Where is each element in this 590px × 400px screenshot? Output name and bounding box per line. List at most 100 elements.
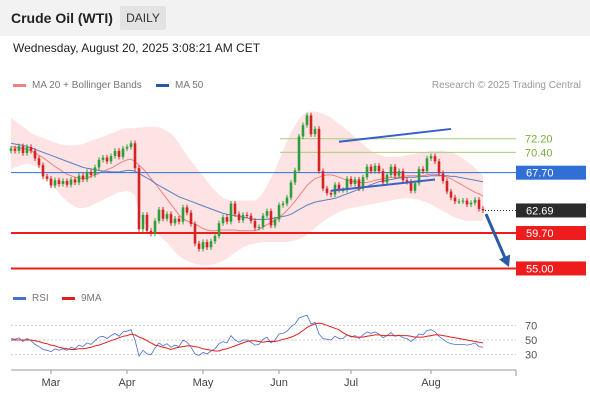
candle bbox=[41, 162, 45, 180]
level-label-55.00: 55.00 bbox=[526, 263, 554, 275]
candle bbox=[97, 157, 101, 171]
candle bbox=[233, 200, 237, 217]
candle bbox=[385, 172, 389, 186]
candle bbox=[241, 212, 245, 223]
candle bbox=[113, 148, 117, 159]
candle bbox=[265, 208, 269, 219]
legend-label-ma20: MA 20 + Bollinger Bands bbox=[32, 80, 142, 91]
level-label-67.70: 67.70 bbox=[526, 168, 554, 180]
candle bbox=[205, 239, 209, 250]
candle bbox=[201, 239, 205, 252]
candle bbox=[165, 211, 169, 222]
candle bbox=[221, 214, 225, 226]
candle bbox=[313, 126, 317, 137]
candle bbox=[289, 179, 293, 201]
candle bbox=[369, 164, 373, 174]
chart-header: Crude Oil (WTI) DAILY bbox=[0, 0, 590, 36]
level-tag-62.69 bbox=[516, 203, 586, 218]
candle bbox=[421, 166, 425, 174]
candle bbox=[309, 112, 313, 137]
candle bbox=[53, 177, 57, 189]
candle bbox=[133, 140, 137, 171]
candle bbox=[21, 143, 25, 156]
candle bbox=[61, 178, 65, 187]
legend-9ma: 9MA bbox=[62, 293, 102, 304]
candle bbox=[269, 208, 273, 229]
legend-label-9ma: 9MA bbox=[81, 293, 102, 304]
legend-ma20-bollinger: MA 20 + Bollinger Bands bbox=[13, 80, 142, 91]
candle bbox=[45, 173, 49, 182]
instrument-title: Crude Oil (WTI) bbox=[11, 10, 113, 26]
candle bbox=[257, 224, 261, 231]
candle bbox=[65, 178, 69, 188]
candle bbox=[449, 188, 453, 201]
candle bbox=[137, 165, 141, 232]
legend-rsi: RSI bbox=[13, 293, 49, 304]
level-label-70.40: 70.40 bbox=[525, 147, 553, 159]
level-tag-55.00 bbox=[516, 261, 586, 276]
candle bbox=[9, 145, 13, 154]
bollinger-band-area bbox=[11, 111, 483, 266]
candle bbox=[413, 180, 417, 194]
candle bbox=[365, 164, 369, 180]
candle bbox=[329, 190, 333, 198]
rsi-tick-70: 70 bbox=[525, 320, 537, 332]
candle bbox=[453, 194, 457, 204]
candle bbox=[29, 144, 33, 154]
candle bbox=[249, 213, 253, 224]
legend-label-rsi: RSI bbox=[32, 293, 49, 304]
candle bbox=[85, 169, 89, 183]
candle bbox=[317, 126, 321, 174]
candle bbox=[93, 164, 97, 178]
legend-ma50: MA 50 bbox=[156, 80, 203, 91]
rsi-9ma-line bbox=[11, 322, 484, 352]
candle bbox=[237, 211, 241, 223]
candle bbox=[349, 176, 353, 187]
candle bbox=[473, 197, 477, 206]
candle bbox=[161, 206, 165, 222]
candle bbox=[429, 153, 433, 161]
candle bbox=[377, 163, 381, 174]
candle bbox=[433, 153, 437, 165]
level-tag-59.70 bbox=[516, 226, 586, 241]
candle bbox=[209, 238, 213, 250]
legend-swatch-ma50 bbox=[156, 84, 169, 87]
candle bbox=[189, 210, 193, 227]
candle bbox=[193, 221, 197, 247]
x-tick-Mar: Mar bbox=[42, 377, 61, 389]
candle bbox=[77, 173, 81, 186]
x-tick-May: May bbox=[193, 377, 214, 389]
candle bbox=[253, 218, 257, 231]
candle bbox=[373, 163, 377, 174]
candle bbox=[157, 206, 161, 224]
candle bbox=[129, 140, 133, 150]
candle bbox=[445, 178, 449, 195]
candle bbox=[125, 144, 129, 152]
candle bbox=[393, 164, 397, 179]
candle bbox=[465, 197, 469, 207]
candle bbox=[229, 200, 233, 225]
candle bbox=[285, 194, 289, 207]
timestamp: Wednesday, August 20, 2025 3:08:21 AM CE… bbox=[13, 41, 261, 55]
candle bbox=[397, 168, 401, 179]
timeframe-button[interactable]: DAILY bbox=[120, 6, 166, 30]
candle bbox=[469, 200, 473, 207]
level-label-62.69: 62.69 bbox=[526, 205, 554, 217]
candle bbox=[105, 154, 109, 165]
candle bbox=[437, 158, 441, 177]
candle bbox=[425, 155, 429, 174]
candle bbox=[185, 204, 189, 216]
candle bbox=[81, 173, 85, 183]
legend-swatch-rsi bbox=[13, 297, 26, 300]
legend-label-ma50: MA 50 bbox=[175, 80, 204, 91]
x-tick-Apr: Apr bbox=[118, 377, 135, 389]
candle bbox=[17, 143, 21, 154]
candle bbox=[461, 197, 465, 204]
level-tag-67.70 bbox=[516, 165, 586, 180]
candle bbox=[457, 198, 461, 204]
candle bbox=[177, 216, 181, 225]
candle bbox=[481, 206, 485, 214]
level-label-59.70: 59.70 bbox=[526, 228, 554, 240]
candle bbox=[301, 122, 305, 140]
